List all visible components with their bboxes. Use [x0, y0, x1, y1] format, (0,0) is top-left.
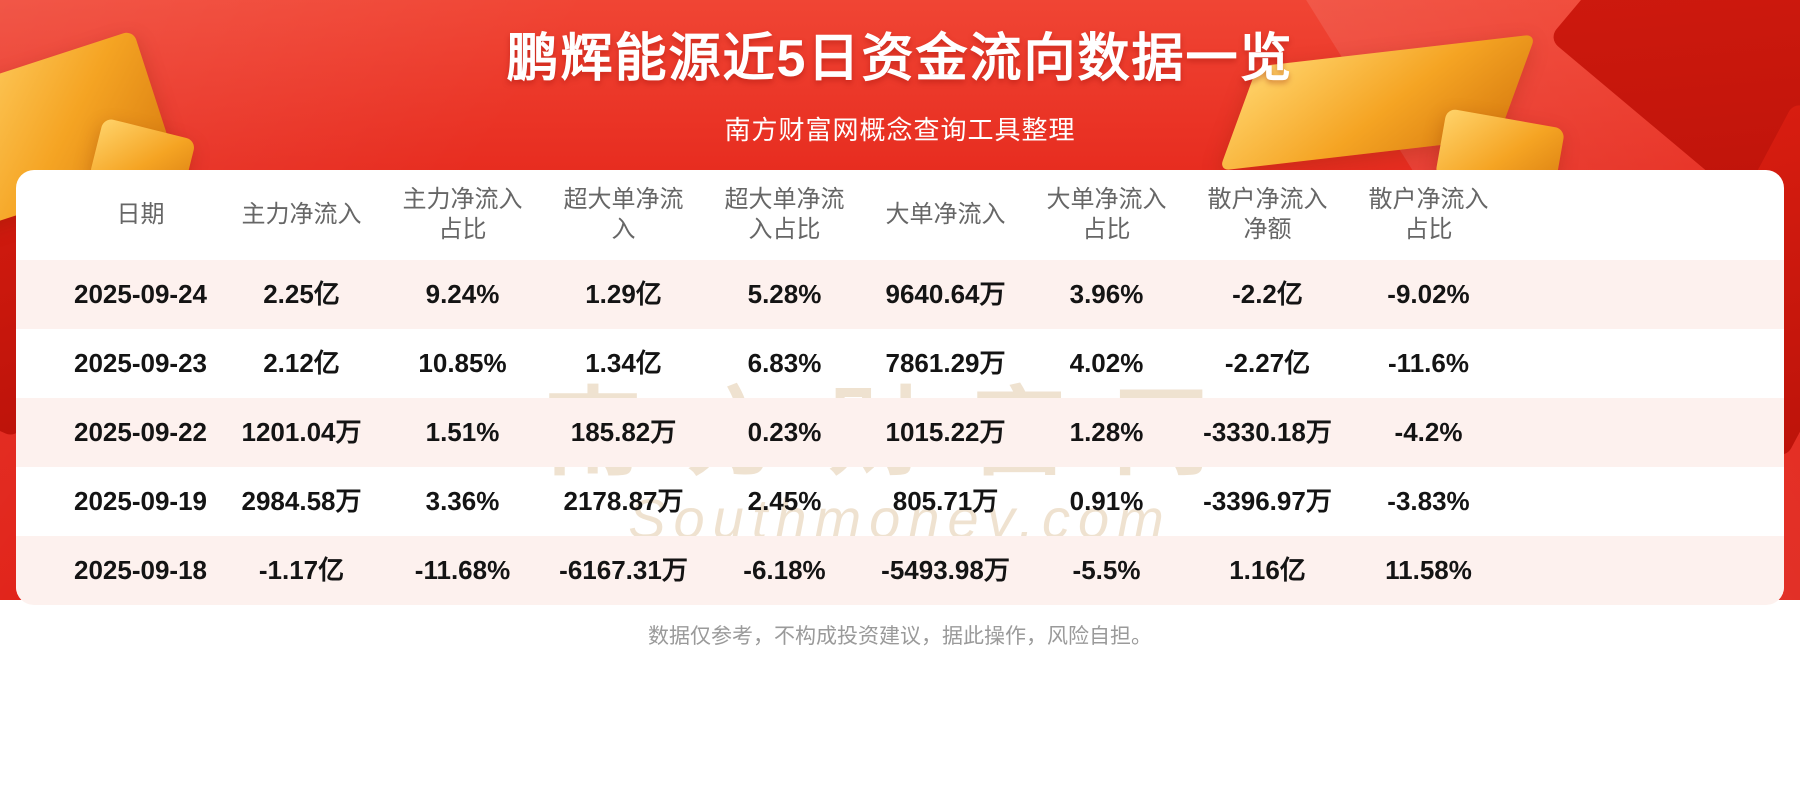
table-cell: 10.85%: [418, 348, 507, 379]
table-cell: 2.12亿: [263, 348, 340, 379]
table-cell: 3.36%: [425, 486, 500, 517]
table-cell: 0.23%: [747, 417, 822, 448]
table-header-row: 日期 主力净流入 主力净流入占比 超大单净流入 超大单净流入占比 大单净流入 大单净流入占比…: [16, 170, 1784, 260]
table-cell: 2025-09-24: [74, 279, 207, 310]
table-cell: -5493.98万: [881, 555, 1010, 586]
table-cell: -5.5%: [1072, 555, 1141, 586]
table-cell: 3.96%: [1069, 279, 1144, 310]
table-cell: 5.28%: [747, 279, 822, 310]
table-cell: 9640.64万: [885, 279, 1006, 310]
fund-flow-table-card: 南方财富网 Southmoney.com 日期主力净流入主力净流入占比超大单净流…: [16, 170, 1784, 605]
column-header: 主力净流入占比: [402, 186, 523, 243]
table-cell: 185.82万: [570, 417, 677, 448]
table-cell: -1.17亿: [258, 555, 345, 586]
column-header: 大单净流入占比: [1046, 186, 1167, 243]
disclaimer-text: 数据仅参考，不构成投资建议，据此操作，风险自担。: [648, 625, 1152, 648]
table-cell: 2025-09-23: [74, 348, 207, 379]
page-subtitle: 南方财富网概念查询工具整理: [724, 115, 1076, 145]
table-cell: 2.25亿: [263, 279, 340, 310]
table-cell: -6167.31万: [559, 555, 688, 586]
table-row: 2025-09-23 2.12亿 10.85% 1.34亿 6.83% 7861.29万 4…: [16, 329, 1784, 398]
table-cell: -11.68%: [414, 555, 511, 586]
table-cell: 1015.22万: [885, 417, 1006, 448]
column-header: 大单净流入: [885, 201, 1006, 228]
column-header: 散户净流入净额: [1207, 186, 1328, 243]
fund-flow-table: 日期 主力净流入 主力净流入占比 超大单净流入 超大单净流入占比 大单净流入 大单净流入占比…: [16, 170, 1784, 605]
table-cell: -4.2%: [1394, 417, 1463, 448]
table-cell: 2025-09-18: [74, 555, 207, 586]
table-cell: 1.28%: [1069, 417, 1144, 448]
table-row: 2025-09-24 2.25亿 9.24% 1.29亿 5.28% 9640.64万 3.…: [16, 260, 1784, 329]
table-cell: -9.02%: [1387, 279, 1470, 310]
column-header: 散户净流入占比: [1368, 186, 1489, 243]
table-cell: 7861.29万: [885, 348, 1006, 379]
table-cell: 2025-09-19: [74, 486, 207, 517]
column-header: 主力净流入: [241, 201, 362, 228]
table-cell: 2178.87万: [563, 486, 684, 517]
table-cell: 0.91%: [1069, 486, 1144, 517]
table-cell: -3396.97万: [1203, 486, 1332, 517]
table-cell: 1.29亿: [585, 279, 662, 310]
column-header: 超大单净流入: [563, 186, 684, 243]
table-cell: 2.45%: [747, 486, 822, 517]
table-cell: -2.2亿: [1232, 279, 1303, 310]
table-cell: -3.83%: [1387, 486, 1470, 517]
table-cell: 805.71万: [892, 486, 999, 517]
column-header: 超大单净流入占比: [724, 186, 845, 243]
table-cell: 1.51%: [425, 417, 500, 448]
table-cell: -6.18%: [743, 555, 826, 586]
table-cell: -3330.18万: [1203, 417, 1332, 448]
table-cell: 2025-09-22: [74, 417, 207, 448]
page-title: 鹏辉能源近5日资金流向数据一览: [506, 30, 1294, 88]
table-cell: -2.27亿: [1224, 348, 1311, 379]
column-header: 日期: [116, 201, 165, 228]
table-cell: 6.83%: [747, 348, 822, 379]
table-row: 2025-09-18 -1.17亿 -11.68% -6167.31万 -6.18% -5…: [16, 536, 1784, 605]
table-cell: 1201.04万: [241, 417, 362, 448]
table-row: 2025-09-19 2984.58万 3.36% 2178.87万 2.45% 805.…: [16, 467, 1784, 536]
table-cell: 9.24%: [425, 279, 500, 310]
table-row: 2025-09-22 1201.04万 1.51% 185.82万 0.23% 1015.…: [16, 398, 1784, 467]
table-cell: 4.02%: [1069, 348, 1144, 379]
table-cell: 2984.58万: [241, 486, 362, 517]
table-cell: 1.34亿: [585, 348, 662, 379]
table-cell: 11.58%: [1385, 555, 1472, 586]
table-cell: -11.6%: [1388, 348, 1469, 379]
table-cell: 1.16亿: [1229, 555, 1306, 586]
